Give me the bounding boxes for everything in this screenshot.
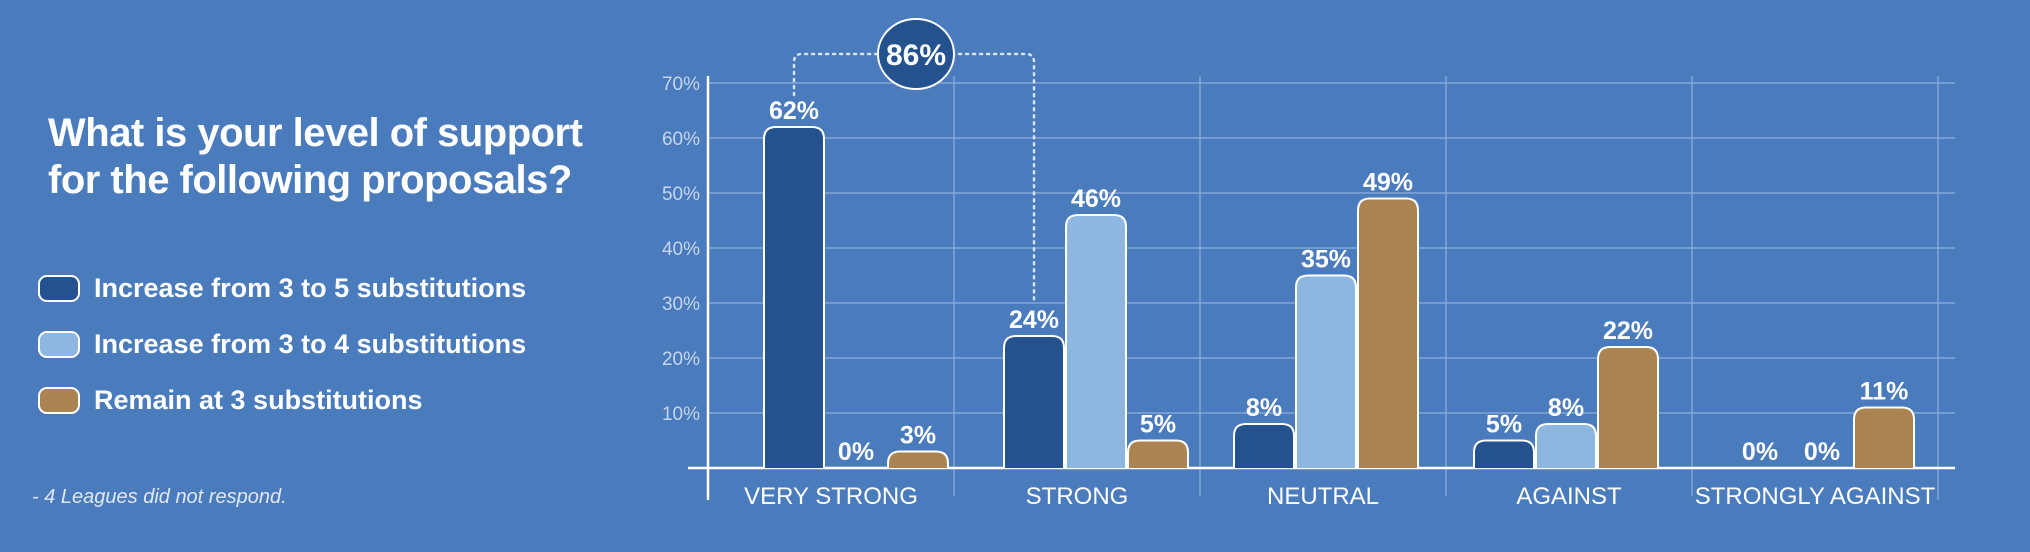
y-tick-label: 50% (662, 184, 700, 205)
x-tick-label: STRONGLY AGAINST (1695, 483, 1936, 510)
x-tick-label: AGAINST (1516, 483, 1622, 510)
bar-neutral-series-1 (1233, 423, 1295, 468)
data-label: 49% (1363, 169, 1413, 197)
y-tick-label: 70% (662, 74, 700, 95)
legend-item-3-subs: Remain at 3 substitutions (38, 372, 526, 428)
data-label: 5% (1140, 411, 1176, 439)
bar-neutral-series-2 (1295, 274, 1357, 468)
data-label: 62% (769, 97, 819, 125)
bar-against-series-3 (1597, 346, 1659, 468)
data-label: 5% (1486, 411, 1522, 439)
y-tick-label: 20% (662, 349, 700, 370)
data-label: 0% (1742, 438, 1778, 466)
bar-strong-series-2 (1065, 214, 1127, 468)
bar-strongly-against-series-3 (1853, 406, 1915, 468)
callout-bracket (792, 52, 1036, 306)
y-tick-label: 60% (662, 129, 700, 150)
x-tick-label: NEUTRAL (1267, 483, 1379, 510)
callout-badge (877, 18, 955, 90)
bar-against-series-1 (1473, 439, 1535, 468)
x-tick-label: STRONG (1026, 483, 1129, 510)
legend-swatch-5-subs (38, 274, 80, 302)
y-tick-label: 30% (662, 294, 700, 315)
y-tick-label: 10% (662, 404, 700, 425)
bar-very-strong-series-3 (887, 450, 949, 468)
data-label: 0% (838, 438, 874, 466)
data-label: 8% (1246, 394, 1282, 422)
data-label: 8% (1548, 394, 1584, 422)
data-label: 24% (1009, 306, 1059, 334)
legend-swatch-3-subs (38, 386, 80, 414)
legend-item-4-subs: Increase from 3 to 4 substitutions (38, 316, 526, 372)
data-label: 3% (900, 422, 936, 450)
bar-very-strong-series-1 (763, 126, 825, 468)
data-label: 46% (1071, 185, 1121, 213)
bar-neutral-series-3 (1357, 197, 1419, 468)
chart-title: What is your level of support for the fo… (48, 111, 583, 202)
legend-item-5-subs: Increase from 3 to 5 substitutions (38, 260, 526, 316)
legend-label-4-subs: Increase from 3 to 4 substitutions (94, 328, 527, 359)
data-label: 0% (1804, 438, 1840, 466)
footnote: - 4 Leagues did not respond. (32, 486, 287, 508)
legend: Increase from 3 to 5 substitutions Incre… (38, 260, 526, 428)
bar-strong-series-3 (1127, 439, 1189, 468)
legend-label-3-subs: Remain at 3 substitutions (94, 384, 423, 415)
y-tick-label: 40% (662, 239, 700, 260)
legend-label-5-subs: Increase from 3 to 5 substitutions (94, 272, 527, 303)
bar-against-series-2 (1535, 423, 1597, 468)
data-label: 11% (1860, 378, 1909, 406)
data-label: 35% (1301, 246, 1351, 274)
data-label: 22% (1603, 317, 1653, 345)
legend-swatch-4-subs (38, 330, 80, 358)
bar-strong-series-1 (1003, 335, 1065, 468)
callout-label: 86% (886, 39, 946, 72)
x-tick-label: VERY STRONG (744, 483, 918, 510)
